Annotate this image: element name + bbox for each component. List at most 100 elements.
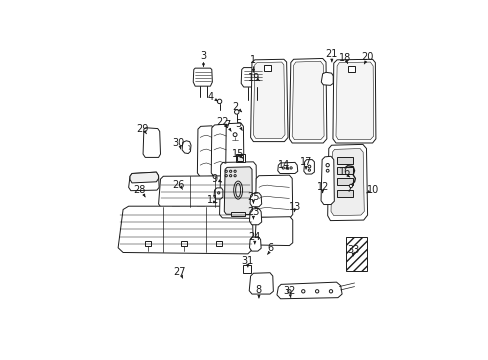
Polygon shape <box>249 208 261 225</box>
Polygon shape <box>276 282 342 299</box>
Circle shape <box>289 167 292 169</box>
Text: 13: 13 <box>288 202 301 212</box>
Text: 23: 23 <box>247 207 259 217</box>
Polygon shape <box>250 59 287 141</box>
Polygon shape <box>224 167 252 215</box>
Text: 29: 29 <box>136 124 148 134</box>
Circle shape <box>224 175 227 177</box>
Text: 10: 10 <box>366 185 378 195</box>
Polygon shape <box>327 144 367 221</box>
Text: 2: 2 <box>232 102 238 112</box>
Circle shape <box>234 110 239 114</box>
Polygon shape <box>182 141 191 153</box>
Bar <box>216 241 221 246</box>
Circle shape <box>233 175 236 177</box>
Polygon shape <box>332 59 375 143</box>
Bar <box>197 206 203 211</box>
Text: 7: 7 <box>224 120 230 130</box>
Bar <box>336 190 352 197</box>
Text: 24: 24 <box>248 232 261 242</box>
Text: 25: 25 <box>246 192 259 202</box>
Polygon shape <box>143 128 160 157</box>
Polygon shape <box>219 162 256 219</box>
Bar <box>264 65 271 71</box>
Bar <box>336 179 352 185</box>
Text: 4: 4 <box>207 92 213 102</box>
Polygon shape <box>330 149 364 216</box>
Circle shape <box>285 167 288 169</box>
Text: 1: 1 <box>250 55 256 65</box>
Text: 18: 18 <box>338 53 350 63</box>
Circle shape <box>315 290 318 293</box>
Polygon shape <box>193 68 212 86</box>
Text: 19: 19 <box>247 73 260 83</box>
Circle shape <box>301 290 305 293</box>
Polygon shape <box>321 72 332 85</box>
Circle shape <box>217 192 220 194</box>
Text: 11: 11 <box>206 195 219 205</box>
Text: 15: 15 <box>231 149 244 159</box>
Text: 5: 5 <box>235 118 241 129</box>
Circle shape <box>229 175 231 177</box>
Polygon shape <box>292 61 324 140</box>
Bar <box>236 154 244 162</box>
Text: 3: 3 <box>200 51 206 61</box>
Polygon shape <box>130 172 158 183</box>
Polygon shape <box>255 217 292 246</box>
Text: 14: 14 <box>277 160 289 170</box>
Bar <box>145 241 150 246</box>
Circle shape <box>229 170 231 172</box>
Polygon shape <box>249 237 261 251</box>
Text: 33: 33 <box>346 245 359 255</box>
Circle shape <box>325 169 328 172</box>
Circle shape <box>287 290 290 293</box>
Text: 16: 16 <box>338 167 350 177</box>
Circle shape <box>217 99 222 104</box>
Bar <box>237 155 243 161</box>
Circle shape <box>224 170 227 172</box>
Text: 17: 17 <box>299 157 312 167</box>
Text: 6: 6 <box>266 243 272 253</box>
Text: 22: 22 <box>216 117 229 127</box>
Circle shape <box>282 167 284 169</box>
Circle shape <box>233 133 237 136</box>
Bar <box>181 241 186 246</box>
Text: 27: 27 <box>173 267 186 277</box>
Polygon shape <box>253 62 285 138</box>
Polygon shape <box>211 124 228 177</box>
Bar <box>172 206 179 211</box>
Circle shape <box>328 290 332 293</box>
Text: 9: 9 <box>211 174 217 184</box>
Text: 20: 20 <box>360 52 372 62</box>
Polygon shape <box>320 156 334 204</box>
Polygon shape <box>335 62 373 140</box>
Bar <box>336 167 352 174</box>
Circle shape <box>307 169 310 171</box>
Text: 21: 21 <box>324 49 337 59</box>
Polygon shape <box>158 176 250 208</box>
Polygon shape <box>255 175 292 218</box>
Bar <box>243 265 251 273</box>
Text: 26: 26 <box>172 180 184 190</box>
Text: 28: 28 <box>133 185 145 195</box>
Circle shape <box>233 170 236 172</box>
Polygon shape <box>303 159 314 174</box>
Text: 12: 12 <box>316 183 328 192</box>
Polygon shape <box>197 126 214 177</box>
Circle shape <box>348 184 352 188</box>
Text: 30: 30 <box>172 138 184 148</box>
Text: 8: 8 <box>255 285 262 295</box>
Bar <box>224 206 231 211</box>
Ellipse shape <box>235 183 240 197</box>
Bar <box>231 212 244 216</box>
Polygon shape <box>249 193 261 207</box>
Polygon shape <box>118 206 253 254</box>
Polygon shape <box>214 188 223 199</box>
Text: 31: 31 <box>241 256 253 266</box>
Polygon shape <box>277 162 297 174</box>
Polygon shape <box>289 58 326 143</box>
Bar <box>347 66 354 72</box>
Polygon shape <box>249 273 273 294</box>
Ellipse shape <box>233 181 242 199</box>
Polygon shape <box>128 172 159 191</box>
